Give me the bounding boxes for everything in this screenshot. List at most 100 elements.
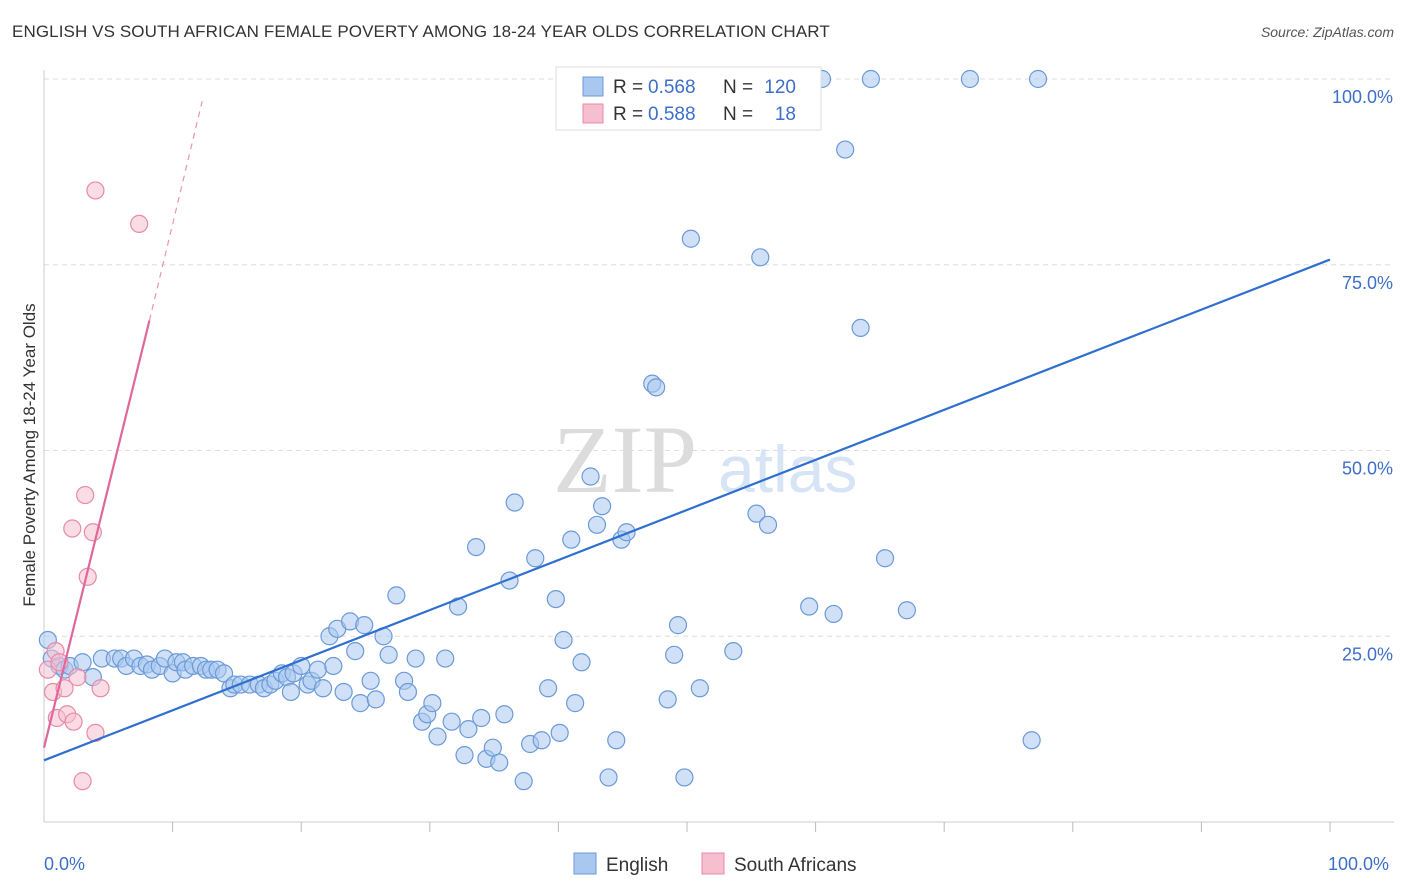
english-point — [747, 504, 766, 523]
english-point — [442, 712, 461, 731]
english-point — [572, 653, 591, 672]
english-point — [334, 682, 353, 702]
series-legend: English South Africans — [573, 852, 857, 876]
english-point — [546, 589, 565, 609]
x-axis-ticks — [172, 822, 1331, 832]
english-point — [514, 772, 533, 791]
y-tick-label-50: 50.0% — [1342, 459, 1393, 479]
english-point — [1022, 731, 1041, 750]
south-africans-r-value: 0.588 — [648, 104, 696, 125]
english-point — [472, 708, 491, 728]
legend-south-africans-label: South Africans — [734, 855, 857, 876]
south-africans-n-label: N = — [723, 104, 753, 125]
english-point — [366, 690, 385, 709]
english-point — [539, 679, 558, 698]
legend-english-label: English — [606, 855, 668, 876]
english-point — [281, 682, 301, 702]
english-point — [387, 586, 406, 605]
south-africans-point — [91, 679, 110, 698]
south-africans-swatch — [582, 103, 604, 124]
data-points — [38, 69, 1048, 791]
english-point — [681, 229, 700, 248]
english-point — [428, 727, 447, 746]
english-n-label: N = — [723, 77, 753, 98]
english-point — [355, 616, 374, 635]
south-africans-trend-line — [42, 320, 151, 748]
english-point — [800, 597, 819, 616]
english-point — [526, 549, 545, 568]
english-swatch — [582, 76, 604, 97]
south-africans-point — [64, 712, 83, 731]
english-point — [875, 549, 895, 568]
english-point — [490, 753, 509, 772]
english-point — [308, 660, 328, 679]
watermark-zip: ZIP — [553, 406, 697, 513]
english-point — [581, 467, 600, 486]
english-point — [436, 649, 455, 668]
english-point — [647, 378, 666, 397]
english-point — [566, 694, 585, 713]
english-point — [532, 731, 551, 750]
english-point — [593, 497, 612, 516]
english-point — [658, 690, 677, 709]
english-point — [554, 630, 573, 650]
english-trend-line — [43, 258, 1331, 762]
x-tick-label-max: 100.0% — [1328, 854, 1389, 874]
english-point — [346, 642, 365, 661]
south-africans-point — [130, 214, 149, 233]
y-tick-labels: 25.0% 50.0% 75.0% 100.0% — [1332, 87, 1393, 664]
english-point — [960, 69, 980, 89]
chart-title: ENGLISH VS SOUTH AFRICAN FEMALE POVERTY … — [12, 22, 830, 41]
english-n-value: 120 — [764, 77, 796, 98]
english-point — [675, 768, 694, 787]
english-point — [505, 493, 524, 512]
south-africans-r-label: R = — [613, 104, 643, 125]
english-point — [324, 656, 343, 676]
english-r-label: R = — [613, 77, 643, 98]
source-credit: Source: ZipAtlas.com — [1260, 24, 1394, 40]
english-point — [495, 705, 514, 724]
legend-english-swatch — [573, 852, 597, 875]
english-point — [550, 723, 569, 742]
english-point — [617, 523, 636, 542]
english-point — [466, 537, 486, 557]
south-africans-point — [63, 519, 82, 538]
grid-lines — [44, 78, 1394, 637]
english-point — [423, 694, 442, 713]
english-point — [455, 746, 474, 765]
english-point — [1028, 69, 1048, 89]
south-africans-point — [76, 485, 95, 505]
english-point — [562, 530, 581, 549]
english-point — [758, 515, 778, 534]
english-point — [361, 671, 380, 690]
watermark: ZIP atlas — [553, 406, 857, 513]
y-tick-label-25: 25.0% — [1342, 644, 1393, 664]
english-point — [851, 318, 870, 338]
south-africans-point — [73, 772, 92, 791]
y-tick-label-75: 75.0% — [1342, 273, 1393, 293]
english-point — [861, 69, 880, 89]
y-axis-label: Female Poverty Among 18-24 Year Olds — [20, 303, 39, 606]
english-point — [313, 679, 333, 698]
english-point — [751, 248, 770, 267]
english-point — [897, 601, 917, 620]
english-point — [398, 682, 418, 702]
stats-legend: R = 0.568 N = 120 R = 0.588 N = 18 — [555, 66, 822, 131]
english-point — [379, 645, 398, 664]
english-point — [824, 604, 843, 624]
south-africans-point — [86, 181, 105, 200]
english-point — [668, 616, 688, 635]
x-tick-label-min: 0.0% — [44, 854, 85, 874]
english-point — [607, 731, 626, 750]
y-tick-label-100: 100.0% — [1332, 87, 1393, 107]
english-point — [587, 515, 607, 534]
english-point — [836, 140, 855, 159]
english-point — [690, 679, 709, 698]
english-point — [724, 642, 743, 661]
trend-lines — [42, 101, 1331, 762]
english-point — [406, 649, 425, 668]
watermark-atlas: atlas — [718, 432, 857, 506]
legend-south-africans-swatch — [701, 852, 725, 875]
english-point — [599, 768, 618, 787]
